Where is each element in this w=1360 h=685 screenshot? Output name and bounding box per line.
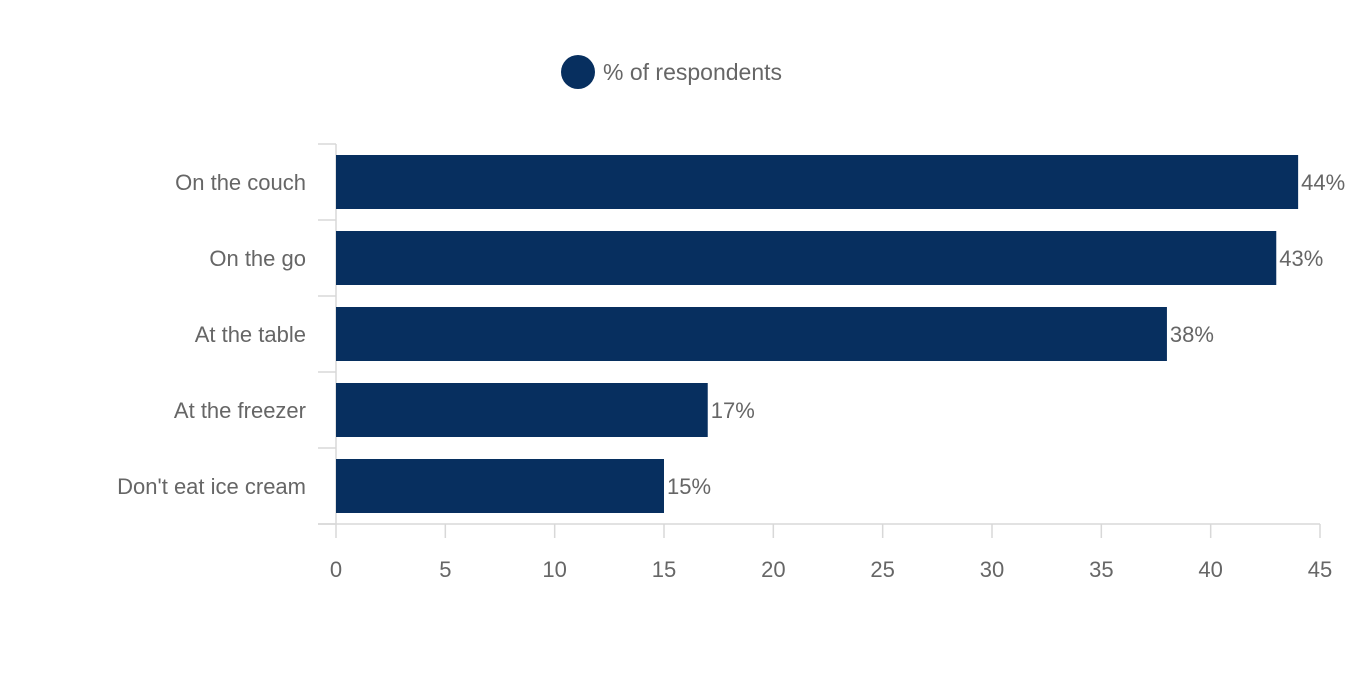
x-tick-label: 35: [1089, 557, 1113, 582]
x-tick-label: 5: [439, 557, 451, 582]
x-tick-label: 10: [542, 557, 566, 582]
category-label: On the couch: [175, 170, 306, 195]
x-tick-label: 15: [652, 557, 676, 582]
bar: [336, 155, 1299, 209]
bars: [336, 155, 1299, 513]
x-tick-label: 20: [761, 557, 785, 582]
data-label: 44%: [1301, 170, 1345, 195]
category-label: At the freezer: [174, 398, 306, 423]
bar: [336, 307, 1167, 361]
bar: [336, 383, 708, 437]
bar: [336, 231, 1277, 285]
data-label: 17%: [711, 398, 755, 423]
tick-labels: On the couch On the go At the table At the …: [117, 170, 1332, 582]
data-label: 43%: [1279, 246, 1323, 271]
legend-swatch: [561, 55, 595, 89]
legend-label: % of respondents: [603, 59, 782, 85]
legend: % of respondents: [561, 55, 782, 89]
x-tick-label: 0: [330, 557, 342, 582]
data-labels: 44% 43% 38% 17% 15%: [667, 170, 1345, 499]
x-tick-label: 45: [1308, 557, 1332, 582]
data-label: 15%: [667, 474, 711, 499]
category-label: Don't eat ice cream: [117, 474, 306, 499]
data-label: 38%: [1170, 322, 1214, 347]
x-tick-label: 40: [1198, 557, 1222, 582]
x-tick-label: 30: [980, 557, 1004, 582]
category-label: At the table: [195, 322, 306, 347]
x-tick-label: 25: [870, 557, 894, 582]
bar: [336, 459, 664, 513]
category-label: On the go: [209, 246, 306, 271]
